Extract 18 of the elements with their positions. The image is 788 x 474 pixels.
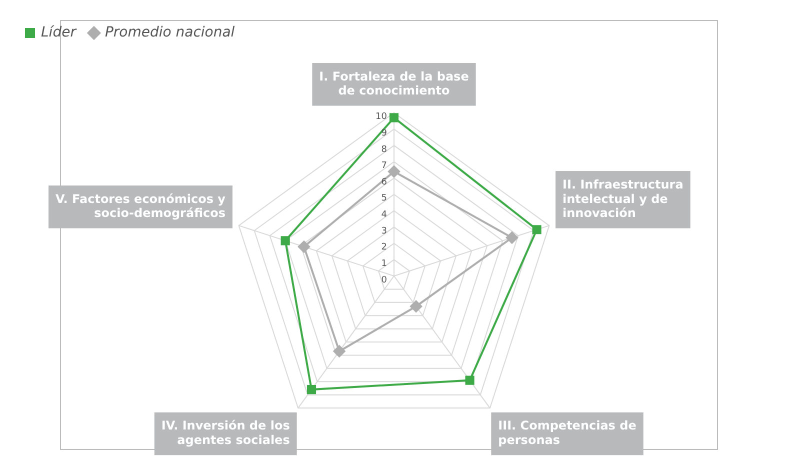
y-tick-label: 2	[381, 242, 387, 253]
legend-label: Líder	[41, 24, 78, 41]
y-tick-label: 10	[376, 112, 388, 122]
spoke-label: II. Infraestructura intelectual y de innovación	[562, 177, 684, 220]
legend-label: Promedio nacional	[104, 24, 235, 41]
y-tick-label: 1	[381, 259, 387, 270]
y-tick-label: 0	[381, 275, 388, 286]
spoke-label: I. Fortaleza de la base de conocimiento	[319, 69, 469, 98]
spoke-label: III. Competencias de personas	[498, 418, 636, 448]
y-tick-label: 9	[381, 128, 388, 138]
y-tick-label: 3	[381, 226, 387, 236]
y-tick-label: 7	[381, 161, 387, 172]
spoke-label: IV. Inversión de los agentes sociales	[161, 418, 290, 448]
y-tick-label: 4	[381, 210, 388, 220]
y-tick-label: 8	[381, 144, 388, 155]
y-tick-label: 6	[381, 177, 388, 188]
y-tick-label: 5	[381, 194, 387, 204]
spoke-label: V. Factores económicos y socio-demográficos	[56, 192, 226, 220]
